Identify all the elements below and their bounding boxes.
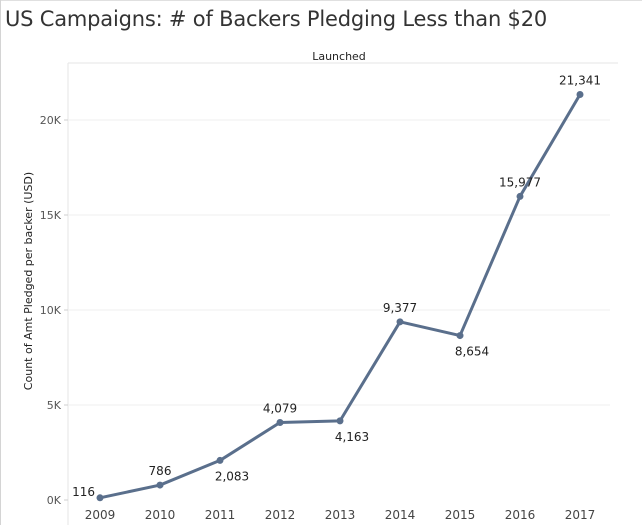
data-point[interactable] bbox=[336, 417, 344, 425]
y-tick-label: 10K bbox=[40, 304, 62, 317]
data-point[interactable] bbox=[516, 192, 524, 200]
x-tick-label: 2013 bbox=[325, 508, 356, 522]
left-border bbox=[0, 0, 1, 525]
data-label: 116 bbox=[72, 485, 95, 499]
chart-title: US Campaigns: # of Backers Pledging Less… bbox=[5, 7, 548, 31]
top-border bbox=[0, 0, 642, 1]
data-point[interactable] bbox=[456, 332, 464, 340]
data-label: 2,083 bbox=[215, 469, 249, 483]
data-label: 4,163 bbox=[335, 430, 369, 444]
y-tick-label: 5K bbox=[47, 399, 62, 412]
x-tick-label: 2010 bbox=[145, 508, 176, 522]
y-axis-label: Count of Amt Pledged per backer (USD) bbox=[22, 172, 35, 390]
data-point[interactable] bbox=[216, 456, 224, 464]
column-header: Launched bbox=[312, 50, 366, 63]
data-label: 15,977 bbox=[499, 175, 541, 189]
y-tick-label: 0K bbox=[47, 494, 62, 507]
data-labels: 116 786 2,083 4,079 4,163 9,377 8,654 15,977 21,… bbox=[72, 74, 601, 499]
x-tick-label: 2017 bbox=[565, 508, 596, 522]
data-point[interactable] bbox=[276, 418, 284, 426]
data-label: 9,377 bbox=[383, 301, 417, 315]
x-axis: 2009 2010 2011 2012 2013 2014 2015 2016 2017 bbox=[85, 508, 596, 522]
data-label: 21,341 bbox=[559, 74, 601, 88]
data-label: 4,079 bbox=[263, 401, 297, 415]
x-tick-label: 2009 bbox=[85, 508, 116, 522]
y-tick-label: 20K bbox=[40, 114, 62, 127]
y-tick-label: 15K bbox=[40, 209, 62, 222]
x-tick-label: 2012 bbox=[265, 508, 296, 522]
x-tick-label: 2016 bbox=[505, 508, 536, 522]
data-point[interactable] bbox=[156, 481, 164, 489]
x-tick-label: 2015 bbox=[445, 508, 476, 522]
series-group bbox=[96, 91, 584, 502]
x-tick-label: 2014 bbox=[385, 508, 416, 522]
x-tick-label: 2011 bbox=[205, 508, 236, 522]
data-point[interactable] bbox=[96, 494, 104, 502]
y-axis: 0K 5K 10K 15K 20K bbox=[40, 114, 68, 507]
data-label: 8,654 bbox=[455, 345, 489, 359]
data-point[interactable] bbox=[396, 318, 404, 326]
data-point[interactable] bbox=[576, 91, 584, 99]
data-label: 786 bbox=[149, 464, 172, 478]
grid-lines bbox=[67, 62, 618, 525]
